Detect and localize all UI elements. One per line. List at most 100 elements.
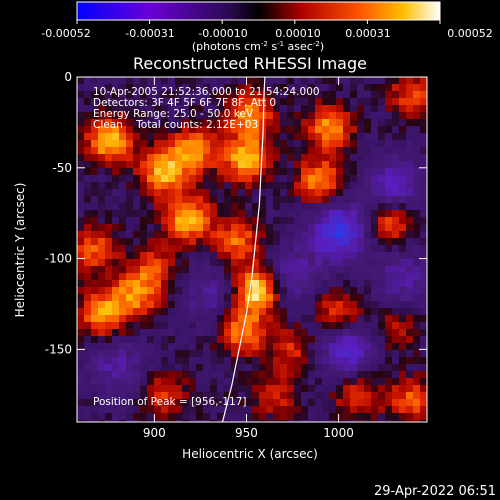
heatmap-pixel	[77, 378, 84, 385]
heatmap-pixel	[224, 224, 231, 231]
heatmap-pixel	[350, 154, 357, 161]
heatmap-pixel	[154, 231, 161, 238]
heatmap-pixel	[420, 308, 427, 315]
heatmap-pixel	[259, 322, 266, 329]
heatmap-pixel	[91, 91, 98, 98]
heatmap-pixel	[350, 210, 357, 217]
heatmap-pixel	[350, 392, 357, 399]
heatmap-pixel	[280, 140, 287, 147]
heatmap-pixel	[420, 329, 427, 336]
heatmap-pixel	[350, 357, 357, 364]
heatmap-pixel	[196, 105, 203, 112]
heatmap-pixel	[287, 399, 294, 406]
heatmap-pixel	[343, 413, 350, 420]
heatmap-pixel	[392, 77, 399, 84]
heatmap-pixel	[406, 140, 413, 147]
heatmap-pixel	[175, 273, 182, 280]
heatmap-pixel	[140, 385, 147, 392]
heatmap-pixel	[147, 252, 154, 259]
heatmap-pixel	[364, 308, 371, 315]
heatmap-pixel	[238, 112, 245, 119]
heatmap-pixel	[329, 154, 336, 161]
heatmap-pixel	[364, 238, 371, 245]
heatmap-pixel	[182, 161, 189, 168]
heatmap-pixel	[336, 357, 343, 364]
heatmap-pixel	[77, 126, 84, 133]
heatmap-pixel	[301, 350, 308, 357]
heatmap-pixel	[245, 105, 252, 112]
heatmap-pixel	[224, 252, 231, 259]
heatmap-pixel	[126, 315, 133, 322]
heatmap-pixel	[105, 266, 112, 273]
heatmap-pixel	[98, 77, 105, 84]
heatmap-pixel	[315, 175, 322, 182]
heatmap-pixel	[168, 210, 175, 217]
heatmap-pixel	[77, 259, 84, 266]
heatmap-pixel	[273, 84, 280, 91]
heatmap-pixel	[119, 210, 126, 217]
heatmap-pixel	[287, 140, 294, 147]
heatmap-pixel	[84, 224, 91, 231]
heatmap-pixel	[385, 406, 392, 413]
heatmap-pixel	[217, 196, 224, 203]
heatmap-pixel	[308, 294, 315, 301]
heatmap-pixel	[161, 224, 168, 231]
heatmap-pixel	[252, 224, 259, 231]
heatmap-pixel	[301, 336, 308, 343]
heatmap-pixel	[182, 210, 189, 217]
heatmap-pixel	[322, 112, 329, 119]
heatmap-pixel	[273, 126, 280, 133]
heatmap-pixel	[189, 301, 196, 308]
heatmap-pixel	[371, 343, 378, 350]
heatmap-pixel	[371, 126, 378, 133]
heatmap-pixel	[399, 301, 406, 308]
heatmap-pixel	[224, 147, 231, 154]
heatmap-pixel	[294, 287, 301, 294]
heatmap-pixel	[168, 238, 175, 245]
heatmap-pixel	[273, 203, 280, 210]
heatmap-pixel	[413, 196, 420, 203]
heatmap-pixel	[119, 77, 126, 84]
heatmap-pixel	[392, 147, 399, 154]
heatmap-pixel	[259, 126, 266, 133]
heatmap-pixel	[308, 392, 315, 399]
heatmap-pixel	[203, 196, 210, 203]
heatmap-pixel	[231, 168, 238, 175]
heatmap-pixel	[315, 336, 322, 343]
heatmap-pixel	[147, 203, 154, 210]
heatmap-pixel	[336, 238, 343, 245]
heatmap-pixel	[287, 252, 294, 259]
heatmap-pixel	[399, 385, 406, 392]
heatmap-pixel	[315, 245, 322, 252]
heatmap-pixel	[378, 175, 385, 182]
heatmap-pixel	[245, 77, 252, 84]
heatmap-pixel	[203, 175, 210, 182]
heatmap-pixel	[203, 259, 210, 266]
heatmap-pixel	[385, 238, 392, 245]
heatmap-pixel	[189, 385, 196, 392]
heatmap-pixel	[98, 371, 105, 378]
heatmap-pixel	[315, 182, 322, 189]
heatmap-pixel	[224, 357, 231, 364]
heatmap-pixel	[413, 231, 420, 238]
heatmap-pixel	[392, 182, 399, 189]
heatmap-pixel	[392, 273, 399, 280]
heatmap-pixel	[203, 238, 210, 245]
heatmap-pixel	[105, 329, 112, 336]
heatmap-pixel	[98, 343, 105, 350]
heatmap-pixel	[231, 91, 238, 98]
heatmap-pixel	[343, 161, 350, 168]
heatmap-pixel	[238, 287, 245, 294]
heatmap-pixel	[98, 329, 105, 336]
heatmap-pixel	[112, 266, 119, 273]
heatmap-pixel	[357, 273, 364, 280]
heatmap-pixel	[266, 378, 273, 385]
heatmap-pixel	[196, 350, 203, 357]
heatmap-pixel	[357, 119, 364, 126]
heatmap-pixel	[420, 266, 427, 273]
heatmap-pixel	[259, 175, 266, 182]
heatmap-pixel	[133, 266, 140, 273]
heatmap-pixel	[196, 329, 203, 336]
heatmap-pixel	[84, 154, 91, 161]
